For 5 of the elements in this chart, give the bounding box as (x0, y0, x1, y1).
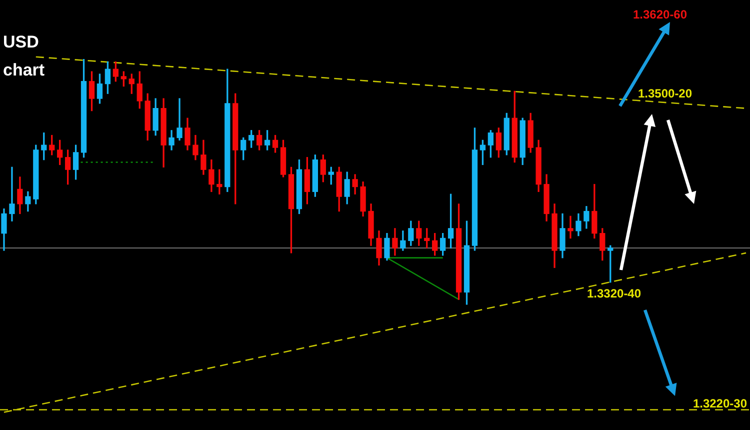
annotation: 1.3500-20 (638, 86, 692, 100)
text: 1.3220-30 (692, 396, 748, 410)
text: 1.3620-60 (632, 7, 688, 22)
annotation: 1.3320-40 (586, 286, 642, 300)
chart-title: USD chart (3, 32, 45, 80)
